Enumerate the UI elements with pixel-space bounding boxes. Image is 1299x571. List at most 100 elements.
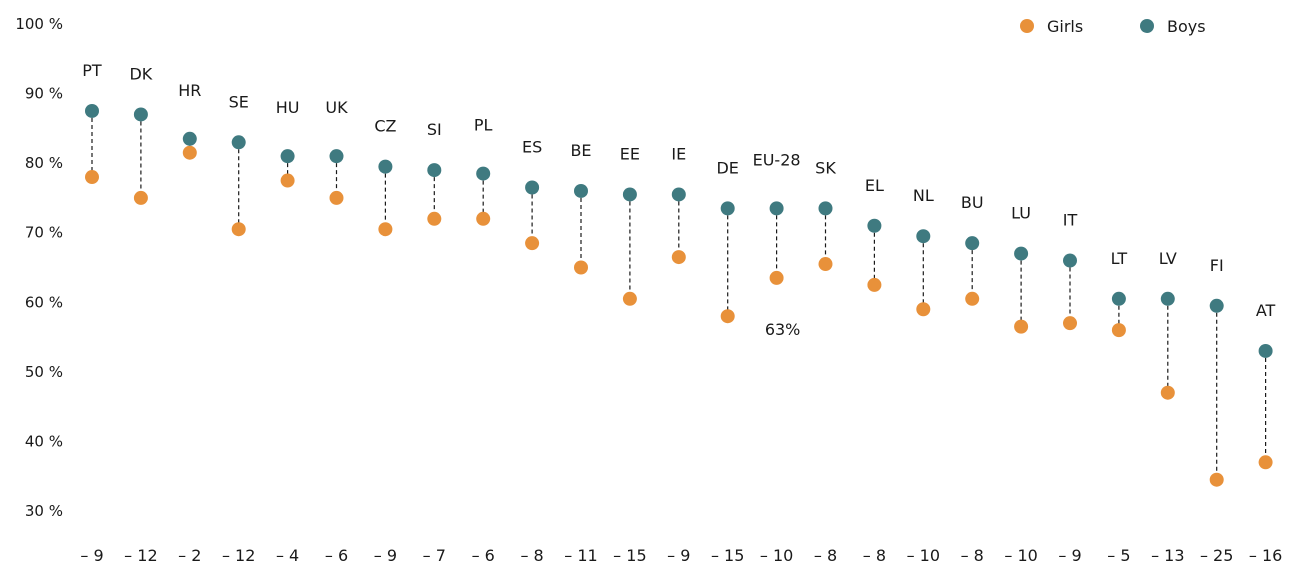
y-tick-label: 50 % xyxy=(25,363,63,381)
difference-label-hr: – 2 xyxy=(178,546,201,565)
y-tick-label: 60 % xyxy=(25,293,63,311)
boys-point-bu xyxy=(965,236,980,251)
difference-label-lt: – 5 xyxy=(1107,546,1130,565)
boys-point-ie xyxy=(671,187,686,202)
y-tick-label: 30 % xyxy=(25,502,63,520)
country-label-si: SI xyxy=(427,120,442,139)
boys-point-uk xyxy=(329,149,344,164)
legend-girls-marker xyxy=(1020,19,1034,33)
difference-label-hu: – 4 xyxy=(276,546,299,565)
girls-point-lt xyxy=(1111,323,1126,338)
girls-point-lv xyxy=(1160,385,1175,400)
boys-point-es xyxy=(525,180,540,195)
boys-point-cz xyxy=(378,159,393,174)
difference-label-el: – 8 xyxy=(863,546,886,565)
country-label-ee: EE xyxy=(620,144,640,163)
girls-point-ie xyxy=(671,250,686,265)
girls-point-dk xyxy=(133,190,148,205)
boys-point-ee xyxy=(622,187,637,202)
girls-point-si xyxy=(427,211,442,226)
difference-label-uk: – 6 xyxy=(325,546,348,565)
difference-label-eu-28: – 10 xyxy=(760,546,793,565)
boys-point-hu xyxy=(280,149,295,164)
data-points xyxy=(85,103,1273,487)
girls-point-lu xyxy=(1014,319,1029,334)
girls-point-at xyxy=(1258,455,1273,470)
boys-point-se xyxy=(231,135,246,150)
y-tick-label: 80 % xyxy=(25,154,63,172)
boys-point-pl xyxy=(476,166,491,181)
difference-label-lu: – 10 xyxy=(1004,546,1037,565)
country-label-es: ES xyxy=(522,137,542,156)
country-label-lv: LV xyxy=(1159,249,1177,268)
y-tick-label: 40 % xyxy=(25,432,63,450)
girls-point-el xyxy=(867,277,882,292)
country-label-sk: SK xyxy=(815,158,836,177)
boys-point-si xyxy=(427,163,442,178)
country-label-bu: BU xyxy=(961,193,984,212)
country-label-pt: PT xyxy=(82,61,102,80)
difference-label-dk: – 12 xyxy=(124,546,157,565)
boys-point-lu xyxy=(1014,246,1029,261)
boys-point-de xyxy=(720,201,735,216)
boys-point-dk xyxy=(133,107,148,122)
girls-point-es xyxy=(525,236,540,251)
boys-point-pt xyxy=(85,103,99,118)
girls-point-hr xyxy=(182,145,197,160)
country-label-fi: FI xyxy=(1210,256,1224,275)
difference-label-nl: – 10 xyxy=(907,546,940,565)
country-label-hr: HR xyxy=(178,81,201,100)
legend: Girls Boys xyxy=(1020,17,1206,36)
country-labels: PT DK HR SE HU UK CZ SI PL ES BE EE IE DE EU-28 SK EL NL B… xyxy=(82,61,1275,320)
girls-point-ee xyxy=(622,291,637,306)
difference-label-ie: – 9 xyxy=(667,546,690,565)
legend-boys-label: Boys xyxy=(1167,17,1206,36)
girls-point-de xyxy=(720,309,735,324)
country-label-cz: CZ xyxy=(374,117,396,136)
girls-point-fi xyxy=(1209,472,1224,487)
girls-point-se xyxy=(231,222,246,237)
connectors xyxy=(91,110,1267,480)
girls-point-pl xyxy=(476,211,491,226)
y-tick-label: 100 % xyxy=(15,15,63,33)
country-label-hu: HU xyxy=(276,98,300,117)
difference-label-de: – 15 xyxy=(711,546,744,565)
country-label-pl: PL xyxy=(474,116,493,135)
boys-point-eu-28 xyxy=(769,201,784,216)
difference-label-bu: – 8 xyxy=(961,546,984,565)
girls-point-uk xyxy=(329,190,344,205)
difference-label-pl: – 6 xyxy=(472,546,495,565)
country-label-se: SE xyxy=(229,92,249,111)
annotation-label: 63% xyxy=(765,320,801,339)
girls-point-pt xyxy=(85,170,99,185)
difference-label-cz: – 9 xyxy=(374,546,397,565)
difference-labels: – 9 – 12 – 2 – 12 – 4 – 6 – 9 – 7 – 6 – 8 – 11 – 15… xyxy=(80,546,1282,565)
boys-point-it xyxy=(1063,253,1077,268)
country-label-uk: UK xyxy=(325,98,348,117)
country-label-lu: LU xyxy=(1011,204,1031,223)
y-axis: 100 % 90 % 80 % 70 % 60 % 50 % 40 % 30 % xyxy=(15,15,63,520)
girls-point-bu xyxy=(965,291,980,306)
difference-label-it: – 9 xyxy=(1058,546,1081,565)
boys-point-be xyxy=(574,183,588,198)
country-label-el: EL xyxy=(865,176,884,195)
girls-point-be xyxy=(574,260,588,275)
country-label-ie: IE xyxy=(671,144,686,163)
difference-label-at: – 16 xyxy=(1249,546,1282,565)
difference-label-sk: – 8 xyxy=(814,546,837,565)
y-tick-label: 90 % xyxy=(25,85,63,103)
difference-label-se: – 12 xyxy=(222,546,255,565)
difference-label-es: – 8 xyxy=(520,546,543,565)
country-label-nl: NL xyxy=(913,186,934,205)
country-label-at: AT xyxy=(1256,301,1276,320)
girls-point-it xyxy=(1063,316,1077,331)
country-label-eu-28: EU-28 xyxy=(753,150,801,169)
girls-point-eu-28 xyxy=(769,270,784,285)
girls-point-hu xyxy=(280,173,295,188)
difference-label-si: – 7 xyxy=(423,546,446,565)
y-tick-label: 70 % xyxy=(25,224,63,242)
boys-point-nl xyxy=(916,229,931,244)
boys-point-sk xyxy=(818,201,833,216)
legend-boys-marker xyxy=(1140,19,1154,33)
